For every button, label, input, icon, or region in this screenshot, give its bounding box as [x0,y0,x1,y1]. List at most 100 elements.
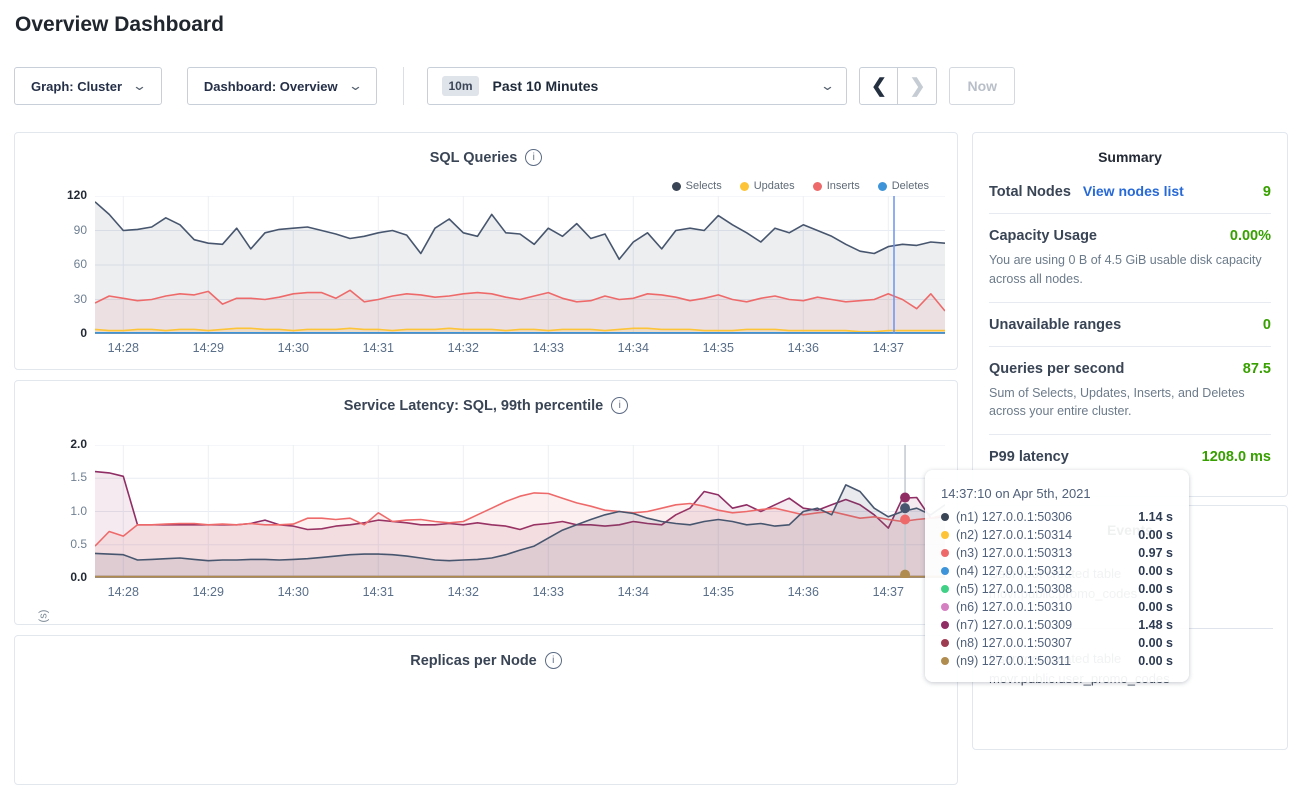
time-range-dropdown[interactable]: 10m Past 10 Minutes ⌄ [427,67,848,105]
tooltip-node-value: 0.00 s [1138,582,1173,596]
legend-item-deletes[interactable]: Deletes [877,180,929,192]
tooltip-node-label: (n2) 127.0.0.1:50314 [956,528,1073,542]
sql-queries-chart-card: SQL Queries i Selects Updates Inserts Delet… [14,132,958,370]
y-axis-unit-label: latency (s) [37,610,49,624]
tooltip-row: (n5) 127.0.0.1:50308 0.00 s [941,580,1173,598]
service-latency-chart-card: Service Latency: SQL, 99th percentile i … [14,380,958,625]
graph-scope-label: Graph: Cluster [31,78,123,94]
summary-stat-head: P99 latency 1208.0 ms [989,449,1271,465]
x-axis-tick: 14:36 [787,585,819,599]
tooltip-node-label: (n5) 127.0.0.1:50308 [956,582,1073,596]
summary-stat-row: Capacity Usage 0.00% You are using 0 B of … [989,214,1271,303]
tooltip-series-dot-icon [941,513,949,521]
legend-item-inserts[interactable]: Inserts [812,180,860,192]
tooltip-series-dot-icon [941,603,949,611]
tooltip-node-value: 0.00 s [1138,636,1173,650]
replicas-per-node-chart-card: Replicas per Node i [14,635,958,785]
x-axis-tick: 14:33 [532,585,564,599]
tooltip-series-dot-icon [941,585,949,593]
summary-stat-label: P99 latency [989,449,1069,465]
summary-title: Summary [1098,149,1162,165]
y-axis-tick: 2.0 [70,437,87,451]
summary-stat-head: Total Nodes View nodes list 9 [989,183,1271,200]
time-range-badge: 10m [442,76,479,96]
info-icon[interactable]: i [525,149,543,166]
x-axis-tick: 14:33 [532,341,564,355]
tooltip-node-label: (n8) 127.0.0.1:50307 [956,636,1073,650]
tooltip-row: (n7) 127.0.0.1:50309 1.48 s [941,616,1173,634]
tooltip-row: (n2) 127.0.0.1:50314 0.00 s [941,526,1173,544]
summary-stat-label: Queries per second [989,360,1125,377]
chart-plot-area[interactable]: 0.0 0.5 1.0 1.5 2.0 14:28 14:29 14:30 14:31 14:32… [70,437,945,599]
chart-hover-tooltip: 14:37:10 on Apr 5th, 2021 (n1) 127.0.0.1… [925,470,1189,682]
x-axis-tick: 14:29 [192,585,224,599]
time-forward-button[interactable]: ❯ [898,67,938,105]
y-axis-tick: 0.0 [70,570,87,584]
chart-title-text: SQL Queries [429,149,518,166]
tooltip-row: (n9) 127.0.0.1:50311 0.00 s [941,652,1173,670]
time-nav-group: ❮ ❯ [859,67,938,105]
chart-canvas [95,196,945,334]
tooltip-series-dot-icon [941,531,949,539]
summary-stat-head: Queries per second 87.5 [989,361,1271,377]
view-nodes-link[interactable]: View nodes list [1082,183,1184,199]
y-axis-tick: 0 [80,326,87,340]
tooltip-node-value: 0.00 s [1138,600,1173,614]
x-axis-tick: 14:35 [702,341,734,355]
dashboard-select-label: Dashboard: Overview [203,78,338,94]
y-axis-tick: 1.0 [70,503,87,518]
chart-title-sql-queries: SQL Queries i [15,149,957,166]
tooltip-row: (n4) 127.0.0.1:50312 0.00 s [941,562,1173,580]
info-icon[interactable]: i [544,652,562,669]
tooltip-node-value: 1.14 s [1138,510,1173,524]
tooltip-row: (n1) 127.0.0.1:50306 1.14 s [941,508,1173,526]
chart-canvas [95,445,945,578]
x-axis-tick: 14:37 [872,585,904,599]
dashboard-select-dropdown[interactable]: Dashboard: Overview ⌄ [186,67,378,105]
x-axis-tick: 14:35 [702,585,734,599]
chart-title-service-latency: Service Latency: SQL, 99th percentile i [15,397,957,414]
legend-dot-icon [877,181,887,191]
tooltip-timestamp: 14:37:10 on Apr 5th, 2021 [941,486,1173,501]
now-button[interactable]: Now [949,67,1016,105]
y-axis-tick: 90 [73,222,87,237]
summary-stat-value: 0 [1262,316,1271,333]
y-axis-tick: 0.5 [70,536,87,551]
tooltip-row: (n3) 127.0.0.1:50313 0.97 s [941,544,1173,562]
tooltip-node-value: 1.48 s [1138,618,1173,632]
legend-dot-icon [812,181,822,191]
chart-plot-area[interactable]: 0 30 60 90 120 14:28 14:29 14:30 14:31 14:32 14:33… [67,188,945,355]
summary-stat-description: You are using 0 B of 4.5 GiB usable disk… [989,253,1262,286]
x-axis-tick: 14:30 [277,585,309,599]
summary-stat-row: Total Nodes View nodes list 9 [989,169,1271,214]
legend-item-selects[interactable]: Selects [671,180,722,192]
graph-scope-dropdown[interactable]: Graph: Cluster ⌄ [14,67,162,105]
x-axis-tick: 14:30 [277,341,309,355]
time-range-label: Past 10 Minutes [492,78,599,94]
tooltip-series-dot-icon [941,657,949,665]
summary-stat-value: 1208.0 ms [1201,449,1271,465]
chart-title-text: Service Latency: SQL, 99th percentile [343,397,604,414]
chart-title-replicas: Replicas per Node i [15,652,957,669]
tooltip-row: (n8) 127.0.0.1:50307 0.00 s [941,634,1173,652]
summary-stat-head: Capacity Usage 0.00% [989,228,1271,244]
tooltip-node-value: 0.97 s [1138,546,1173,560]
x-axis-tick: 14:32 [447,341,479,355]
summary-stat-label: Unavailable ranges [989,316,1122,333]
summary-stat-head: Unavailable ranges 0 [989,317,1271,333]
info-icon[interactable]: i [611,397,629,414]
chevron-left-icon: ❮ [871,75,887,97]
chevron-down-icon: ⌄ [131,78,148,93]
x-axis-tick: 14:31 [362,585,394,599]
x-axis-tick: 14:34 [617,585,649,599]
tooltip-node-label: (n3) 127.0.0.1:50313 [956,546,1073,560]
x-axis-tick: 14:34 [617,341,649,355]
x-axis-tick: 14:31 [362,341,394,355]
legend-label: Updates [753,180,795,192]
dashboard-controls: Graph: Cluster ⌄ Dashboard: Overview ⌄ 1… [14,67,1016,105]
time-back-button[interactable]: ❮ [859,67,899,105]
y-axis-tick: 60 [73,257,87,271]
tooltip-date: on Apr 5th, 2021 [995,486,1091,501]
legend-item-updates[interactable]: Updates [739,180,795,192]
tooltip-node-label: (n1) 127.0.0.1:50306 [956,510,1073,524]
